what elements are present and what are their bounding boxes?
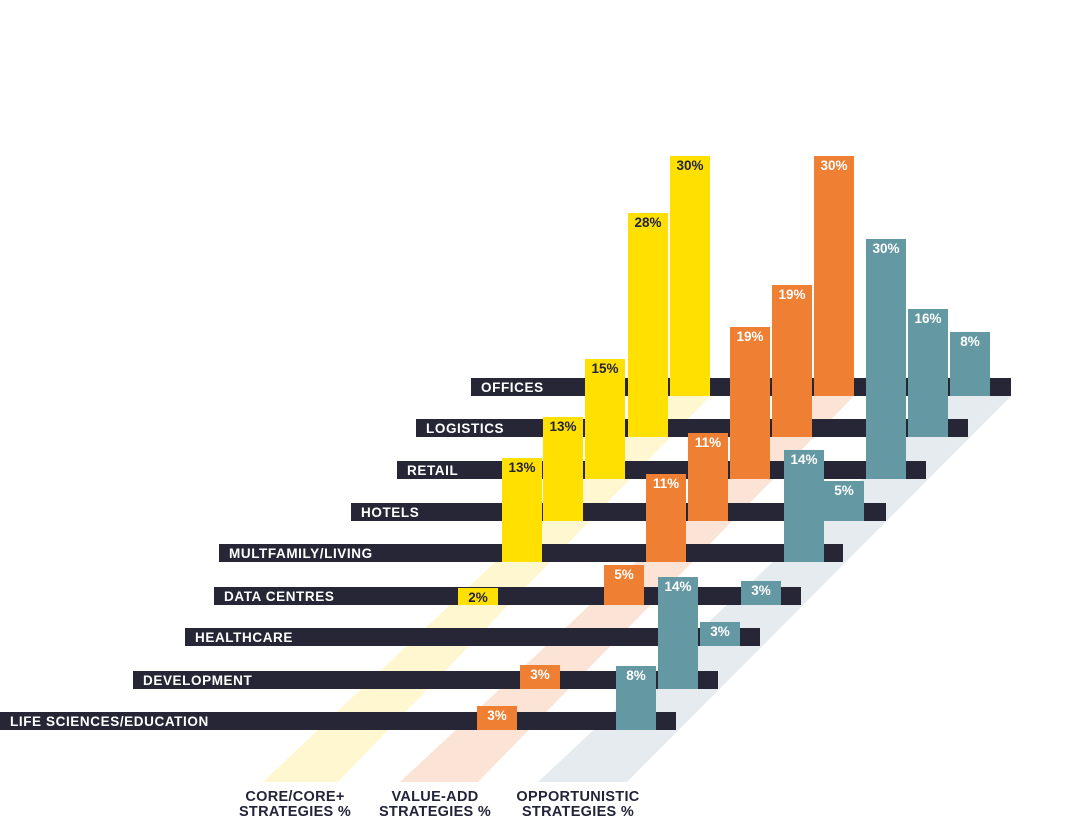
legend-value-add: VALUE-ADD STRATEGIES % [365, 790, 505, 820]
opportunistic-bar [700, 622, 740, 646]
core-bar [502, 458, 542, 562]
value-add-bar [772, 285, 812, 437]
legend-core-line2: STRATEGIES % [238, 804, 352, 820]
value-add-bar [730, 327, 770, 479]
opportunistic-value-label: 3% [710, 624, 730, 639]
opportunistic-bar [866, 239, 906, 479]
category-label: MULTFAMILY/LIVING [229, 546, 373, 561]
core-bar [458, 588, 498, 605]
row-track [214, 587, 801, 605]
value-add-bar [604, 565, 644, 605]
value-add-bar [814, 156, 854, 396]
category-label: LIFE SCIENCES/EDUCATION [10, 714, 209, 729]
legend-opportunistic-line1: OPPORTUNISTIC [516, 789, 640, 805]
core-bar [628, 213, 668, 437]
row-4: HOTELS [351, 503, 886, 521]
row-track [185, 628, 760, 646]
value-add-bar [688, 433, 728, 521]
value-add-value-label: 5% [614, 567, 634, 582]
core-value-label: 28% [634, 215, 661, 230]
opportunistic-bar [824, 481, 864, 521]
category-label: DEVELOPMENT [143, 673, 253, 688]
legend-core: CORE/CORE+ STRATEGIES % [225, 790, 365, 820]
value-add-bar [646, 474, 686, 562]
value-add-value-label: 3% [530, 667, 550, 682]
opportunistic-bar [658, 577, 698, 689]
opportunistic-value-label: 16% [914, 311, 941, 326]
opportunistic-value-label: 30% [872, 241, 899, 256]
opportunistic-value-label: 8% [626, 668, 646, 683]
core-value-label: 30% [676, 158, 703, 173]
core-bar [585, 359, 625, 479]
value-add-value-label: 19% [778, 287, 805, 302]
category-label: HEALTHCARE [195, 630, 293, 645]
core-value-label: 2% [468, 590, 488, 605]
row-7: HEALTHCARE [185, 628, 760, 646]
legend-value-add-line2: STRATEGIES % [378, 804, 492, 820]
opportunistic-bar [616, 666, 656, 730]
category-label: OFFICES [481, 380, 544, 395]
legend-core-line1: CORE/CORE+ [245, 789, 345, 805]
category-label: HOTELS [361, 505, 419, 520]
category-label: RETAIL [407, 463, 458, 478]
row-8: DEVELOPMENT [133, 671, 718, 689]
core-value-label: 13% [508, 460, 535, 475]
value-add-value-label: 30% [820, 158, 847, 173]
core-value-label: 13% [549, 419, 576, 434]
opportunistic-bar [784, 450, 824, 562]
legend-value-add-line1: VALUE-ADD [391, 789, 479, 805]
legend-opportunistic: OPPORTUNISTIC STRATEGIES % [503, 790, 653, 820]
value-add-value-label: 19% [736, 329, 763, 344]
category-label: DATA CENTRES [224, 589, 334, 604]
category-label: LOGISTICS [426, 421, 504, 436]
opportunistic-value-label: 5% [834, 483, 854, 498]
value-add-value-label: 3% [487, 708, 507, 723]
value-add-bar [520, 665, 560, 689]
opportunistic-value-label: 3% [751, 583, 771, 598]
value-add-value-label: 11% [653, 476, 679, 491]
value-add-value-label: 11% [695, 435, 721, 450]
core-value-label: 15% [591, 361, 618, 376]
opportunistic-value-label: 14% [790, 452, 817, 467]
core-bar [543, 417, 583, 521]
core-bar [670, 156, 710, 396]
row-9: LIFE SCIENCES/EDUCATION [0, 712, 676, 730]
row-track [351, 503, 886, 521]
opportunistic-value-label: 8% [960, 334, 980, 349]
opportunistic-bar [908, 309, 948, 437]
legend-opportunistic-line2: STRATEGIES % [521, 804, 635, 820]
row-6: DATA CENTRES [214, 587, 801, 605]
opportunistic-bar [950, 332, 990, 396]
opportunistic-value-label: 14% [664, 579, 691, 594]
value-add-bar [477, 706, 517, 730]
row-track [133, 671, 718, 689]
opportunistic-bar [741, 581, 781, 605]
